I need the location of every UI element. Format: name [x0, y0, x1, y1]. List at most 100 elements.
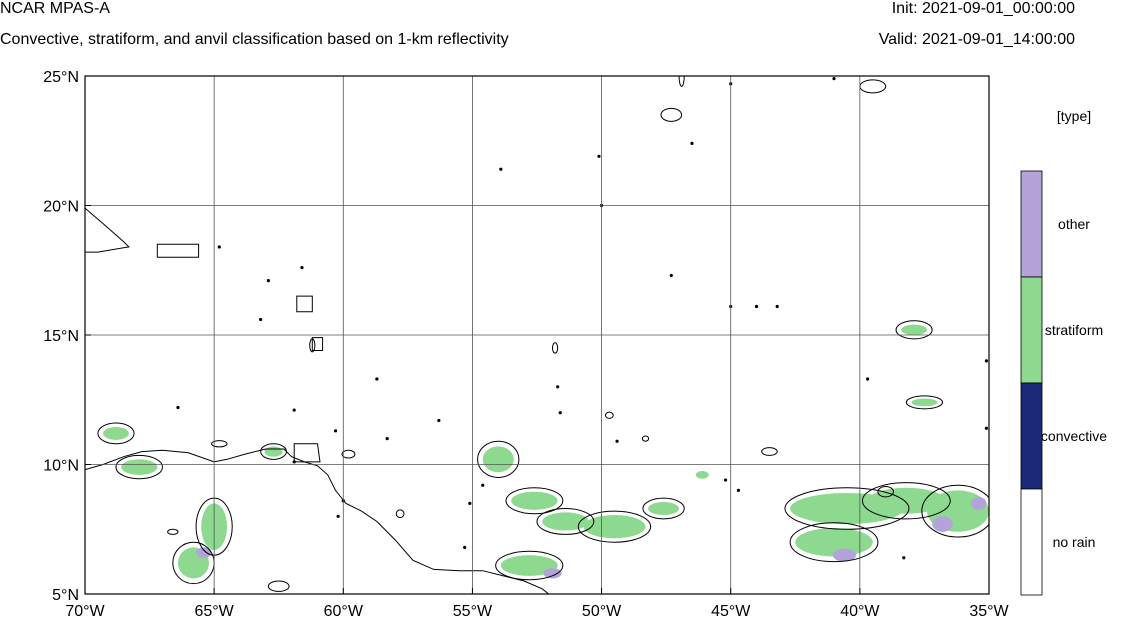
init-time: Init: 2021-09-01_00:00:00: [891, 0, 1075, 17]
rain-cell: [463, 545, 467, 549]
rain-cell: [481, 483, 485, 487]
rain-contour: [905, 395, 944, 410]
rain-contour: [341, 449, 356, 459]
island-outline: [85, 207, 130, 253]
rain-contour: [115, 454, 163, 480]
rain-contour: [477, 440, 520, 478]
rain-contour: [495, 550, 564, 581]
rain-contour: [642, 497, 685, 520]
lon-tick-label: 70°W: [65, 603, 105, 620]
rain-cell: [866, 377, 870, 381]
precip-area-stratiform: [103, 426, 129, 440]
valid-time: Valid: 2021-09-01_14:00:00: [878, 31, 1075, 48]
rain-contour: [604, 411, 614, 419]
legend: [type] other stratiform convective no rain: [1020, 108, 1107, 596]
rain-contour: [97, 422, 135, 445]
precip-area-other: [970, 496, 987, 510]
legend-label-convective: convective: [1041, 428, 1107, 444]
precip-area-stratiform: [511, 491, 558, 510]
rain-cell: [259, 317, 263, 322]
island-outline: [156, 243, 200, 258]
lon-tick-label: 55°W: [453, 603, 493, 620]
rain-cell: [832, 76, 836, 81]
precip-area-stratiform: [264, 446, 283, 457]
legend-label-no-rain: no rain: [1053, 534, 1096, 550]
precip-area-stratiform: [911, 398, 938, 407]
lon-tick-label: 60°W: [324, 603, 364, 620]
legend-title: [type]: [1057, 108, 1091, 124]
rain-contour: [536, 508, 595, 535]
rain-cell: [902, 556, 906, 560]
rain-contour: [761, 447, 778, 456]
map-subtitle: Convective, stratiform, and anvil classi…: [0, 31, 509, 48]
lat-tick-label: 10°N: [43, 458, 79, 475]
rain-cell: [176, 405, 180, 410]
rain-cell: [336, 514, 340, 518]
lon-tick-label: 45°W: [711, 603, 751, 620]
legend-label-stratiform: stratiform: [1045, 322, 1103, 338]
precip-area-stratiform: [867, 487, 946, 514]
rain-contour: [784, 487, 910, 530]
rain-cell: [292, 408, 296, 412]
rain-cell: [266, 279, 270, 283]
lat-tick-label: 25°N: [43, 69, 79, 86]
precip-area-stratiform: [795, 527, 873, 557]
lon-tick-label: 65°W: [194, 603, 234, 620]
rain-contour: [921, 484, 989, 538]
precip-area-stratiform: [583, 515, 646, 539]
rain-contour: [505, 487, 564, 515]
rain-cell: [333, 429, 338, 433]
lon-tick-label: 50°W: [582, 603, 622, 620]
precip-area-other: [543, 568, 562, 579]
legend-swatch-other: [1020, 170, 1043, 278]
precip-area-stratiform: [121, 459, 158, 475]
rain-cell: [217, 245, 221, 249]
rain-contour: [211, 440, 228, 448]
rain-cell: [375, 377, 379, 381]
rain-cell: [468, 501, 472, 505]
gridlines: [85, 76, 989, 594]
lat-tick-label: 20°N: [43, 199, 79, 216]
coastline: [85, 448, 550, 594]
precip-area-stratiform: [500, 555, 558, 576]
rain-contour: [789, 522, 879, 563]
rain-contour: [660, 107, 683, 122]
precip-area-other: [196, 547, 212, 558]
lat-tick-label: 15°N: [43, 328, 79, 345]
rain-contour: [551, 342, 559, 354]
axis-ticks: 70°W 65°W 60°W 55°W 50°W 45°W 40°W 35°W 25°N 20°N…: [43, 69, 1009, 620]
map-title: NCAR MPAS-A: [0, 0, 110, 17]
precip-area-stratiform: [695, 470, 709, 479]
rain-cell: [754, 304, 759, 309]
rain-contour: [877, 486, 894, 498]
rain-cell: [984, 359, 989, 363]
plot-area: [85, 76, 989, 594]
rain-cell: [300, 266, 304, 270]
rain-cell: [723, 478, 728, 482]
rain-contour: [167, 528, 179, 535]
precip-area-other: [932, 516, 953, 532]
rain-contour: [859, 79, 887, 94]
rain-cell: [558, 411, 562, 415]
legend-swatch-convective: [1020, 382, 1043, 490]
rain-cell: [499, 167, 503, 171]
rain-cell: [690, 141, 694, 145]
lat-tick-label: 5°N: [52, 587, 79, 604]
rain-cell: [385, 437, 389, 441]
precip-area-stratiform: [482, 446, 514, 473]
rain-contour: [895, 320, 933, 340]
rain-cell: [736, 488, 741, 492]
rain-cell: [775, 304, 779, 309]
rain-cell: [669, 273, 673, 278]
rain-cell: [615, 439, 619, 443]
lon-tick-label: 35°W: [969, 603, 1009, 620]
rain-cell: [597, 154, 601, 158]
rain-contour: [395, 509, 405, 519]
precip-area-other: [832, 548, 856, 562]
rain-contour: [577, 510, 652, 543]
rain-contour: [678, 76, 685, 87]
precip-area-stratiform: [901, 324, 928, 335]
island-outline: [293, 443, 321, 463]
rain-cell: [437, 418, 441, 423]
rain-contour: [861, 482, 951, 520]
